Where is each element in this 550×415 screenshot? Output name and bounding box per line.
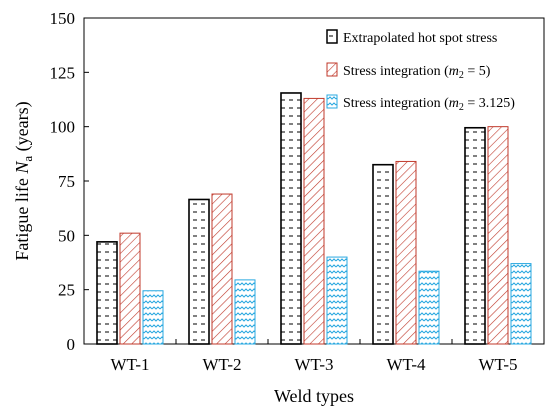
x-tick-label: WT-1	[110, 355, 149, 374]
y-tick-label: 125	[50, 63, 76, 82]
legend-m2-5-suffix: = 5)	[464, 64, 491, 79]
legend-m2-3125-sub: 2	[459, 102, 464, 113]
y-axis-title-sub: a	[20, 156, 35, 162]
y-axis-title: Fatigue life Na (years)	[12, 101, 35, 260]
x-tick-label: WT-5	[478, 355, 517, 374]
bar-wt-2-series-3	[234, 279, 256, 345]
y-axis-ticks: 0 25 50 75 100 125 150	[50, 9, 89, 354]
legend-label-hot-spot: Extrapolated hot spot stress	[343, 31, 497, 46]
bar-wt-4-series-2	[395, 160, 417, 345]
legend-m2-3125-var: m	[449, 96, 459, 111]
bar-wt-2-series-1	[188, 198, 210, 345]
y-tick-label: 25	[58, 281, 75, 300]
bar-wt-1-series-3	[142, 290, 164, 345]
y-tick-label: 150	[50, 9, 76, 28]
bar-wt-1-series-1	[96, 241, 118, 345]
y-tick-label: 100	[50, 118, 76, 137]
bar-wt-5-series-1	[464, 126, 486, 345]
legend-swatch-hot-spot	[326, 29, 338, 44]
legend-swatch-m2-5	[326, 62, 338, 77]
y-tick-label: 50	[58, 226, 75, 245]
legend-m2-5-var: m	[449, 64, 459, 79]
bar-wt-4-series-3	[418, 270, 440, 345]
x-axis-title: Weld types	[274, 386, 354, 406]
y-axis-title-unit: (years)	[12, 101, 33, 155]
legend-m2-3125-prefix: Stress integration (	[343, 96, 449, 111]
bar-wt-5-series-2	[487, 126, 509, 345]
y-axis-title-symbol: N	[12, 161, 32, 175]
x-tick-label: WT-4	[386, 355, 426, 374]
y-axis-title-main: Fatigue life	[12, 174, 32, 261]
bar-wt-5-series-3	[510, 263, 532, 345]
legend-m2-3125-suffix: = 3.125)	[464, 96, 515, 111]
bar-marks	[96, 92, 532, 345]
x-axis-ticks: WT-1 WT-2 WT-3 WT-4 WT-5	[110, 339, 518, 374]
bar-wt-1-series-2	[119, 232, 141, 345]
legend: Extrapolated hot spot stress Stress inte…	[326, 29, 515, 113]
legend-m2-5-prefix: Stress integration (	[343, 64, 449, 79]
legend-swatch-m2-3125	[326, 94, 338, 109]
legend-m2-5-sub: 2	[459, 70, 464, 81]
legend-label-m2-5: Stress integration (m2 = 5)	[343, 64, 491, 81]
y-tick-label: 75	[58, 172, 75, 191]
bar-wt-3-series-3	[326, 256, 348, 345]
x-tick-label: WT-3	[294, 355, 333, 374]
bar-wt-3-series-1	[280, 92, 302, 345]
x-tick-label: WT-2	[202, 355, 241, 374]
y-tick-label: 0	[67, 335, 76, 354]
bar-wt-2-series-2	[211, 193, 233, 345]
legend-label-m2-3125: Stress integration (m2 = 3.125)	[343, 96, 515, 113]
bar-wt-4-series-1	[372, 163, 394, 345]
bar-wt-3-series-2	[303, 97, 325, 345]
